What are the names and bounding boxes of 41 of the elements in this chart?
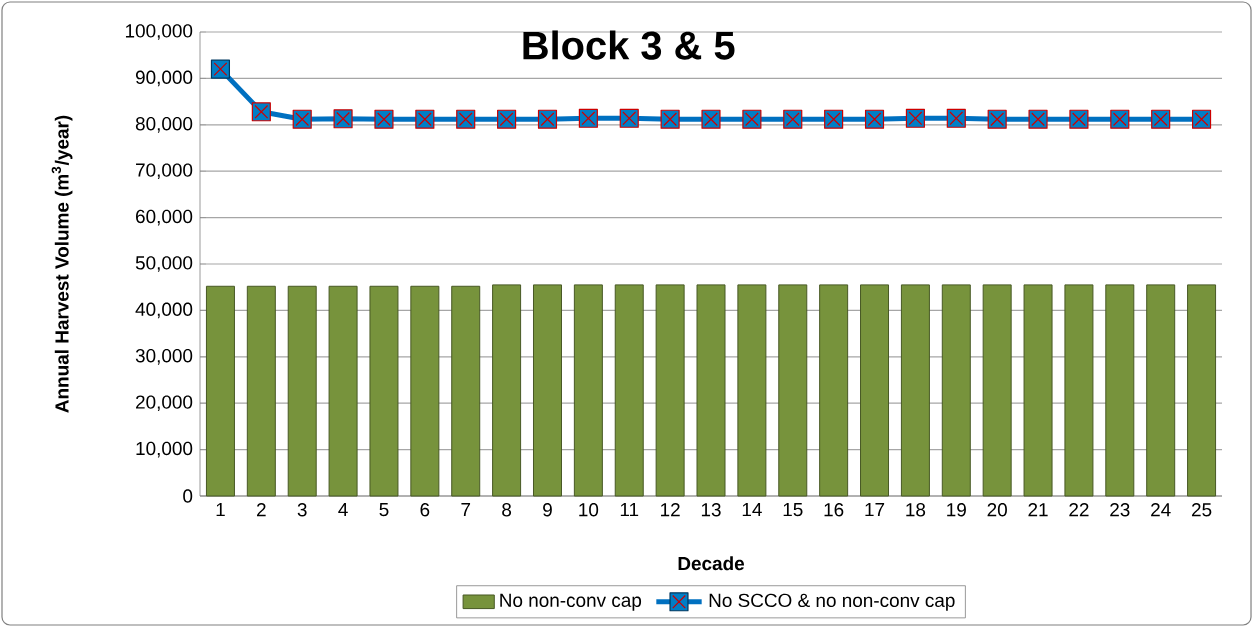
x-tick-label: 11 xyxy=(620,503,639,517)
x-tick-label: 13 xyxy=(701,503,721,517)
x-tick-label: 15 xyxy=(783,503,803,517)
y-tick-label: 50,000 xyxy=(135,256,193,272)
legend-label: No SCCO & no non-conv cap xyxy=(709,593,955,611)
y-tick-label: 20,000 xyxy=(136,395,193,412)
x-tick-label: 4 xyxy=(338,503,348,517)
x-tick-label: 23 xyxy=(1110,503,1130,517)
x-tick-label: 17 xyxy=(865,503,885,517)
x-tick-label: 24 xyxy=(1151,503,1171,517)
legend-label: No non-conv cap xyxy=(500,593,642,611)
x-tick-label: 22 xyxy=(1069,503,1089,517)
chart-title: Block 3 & 5 xyxy=(523,30,735,60)
y-tick-label: 90,000 xyxy=(135,70,193,87)
y-tick-label: 80,000 xyxy=(135,116,193,133)
x-axis-title: Decade xyxy=(678,556,745,571)
x-tick-label: 16 xyxy=(824,503,844,517)
x-tick-label: 9 xyxy=(543,503,552,517)
x-tick-label: 2 xyxy=(257,503,266,517)
x-tick-label: 3 xyxy=(297,503,307,517)
y-tick-label: 30,000 xyxy=(135,348,193,365)
x-tick-label: 21 xyxy=(1028,503,1048,517)
x-tick-label: 12 xyxy=(661,503,680,517)
y-tick-label: 70,000 xyxy=(136,163,193,180)
x-tick-label: 14 xyxy=(742,503,762,517)
x-tick-label: 10 xyxy=(579,503,599,517)
y-tick-label: 0 xyxy=(183,489,193,503)
x-tick-label: 5 xyxy=(379,503,389,517)
y-tick-label: 40,000 xyxy=(135,302,193,319)
x-tick-label: 18 xyxy=(906,503,926,517)
x-tick-label: 1 xyxy=(216,503,225,517)
x-tick-label: 25 xyxy=(1191,503,1212,517)
x-tick-label: 19 xyxy=(947,503,966,517)
y-tick-label: 10,000 xyxy=(136,441,193,458)
x-tick-label: 8 xyxy=(502,503,512,517)
y-tick-label: 100,000 xyxy=(125,24,193,40)
x-tick-label: 20 xyxy=(987,503,1007,517)
y-tick-label: 60,000 xyxy=(136,209,193,226)
x-tick-label: 6 xyxy=(420,503,430,517)
y-axis-title: Annual Harvest Volume (m$^{3}$/year) xyxy=(51,115,73,413)
x-tick-label: 7 xyxy=(461,503,471,517)
